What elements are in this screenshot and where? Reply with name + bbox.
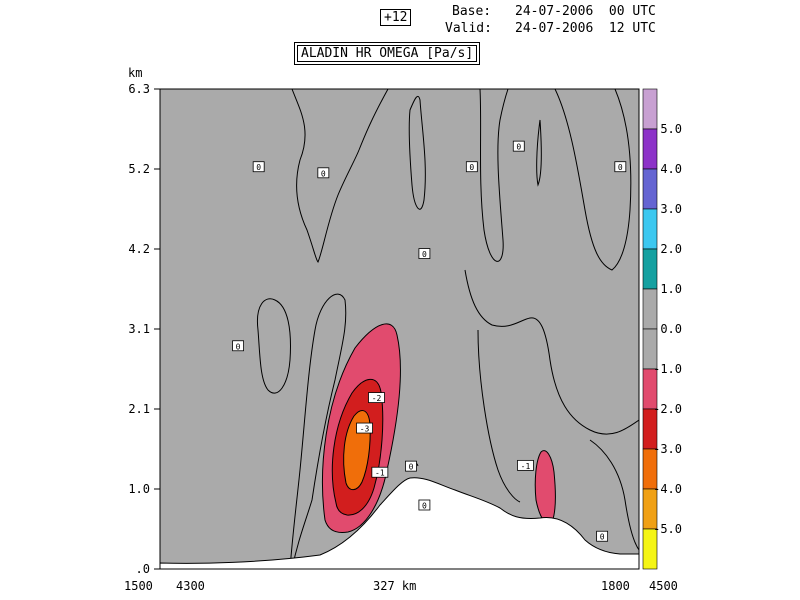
colorbar-label: 2.0: [660, 242, 682, 256]
contour-label-box: [465, 161, 478, 173]
contour-label: 0: [596, 530, 609, 542]
contour-label-text: -1: [375, 469, 385, 478]
colorbar-labels: 5.0 4.0 3.0 2.0 1.0 0.0 -1.0 -2.0 -3.0 -4.0 -5.0: [653, 122, 682, 536]
contour-label: 0: [232, 340, 244, 352]
y-axis-tick-labels: .0 1.0 2.1 3.1 4.2 5.2 6.3: [128, 82, 150, 576]
zero-contour-right-column: [479, 89, 509, 262]
base-value: 24-07-2006 00 UTC: [515, 4, 656, 19]
y-tick-label: 6.3: [128, 82, 150, 96]
colorbar-label: 4.0: [660, 162, 682, 176]
colorbar-label: -1.0: [653, 362, 682, 376]
contour-label-box: [232, 340, 244, 352]
contour-label-text: 0: [321, 169, 326, 178]
contour-label-text: 0: [516, 143, 521, 152]
colorbar-label: -3.0: [653, 442, 682, 456]
y-tick-label: 1.0: [128, 482, 150, 496]
y-axis-unit-label: km: [128, 66, 142, 80]
colorbar: [642, 88, 658, 570]
valid-value: 24-07-2006 12 UTC: [515, 21, 656, 36]
contour-label-box: [517, 459, 534, 471]
contour-label: 0: [317, 167, 330, 179]
contour-label: 0: [418, 248, 431, 259]
zero-contour-upper-left: [291, 89, 360, 263]
zero-contour-far-right: [554, 89, 632, 271]
contour-value-labels: 0 0 0 0 0 0 0 -2 -3 -1 0 0 -1 0: [232, 140, 627, 542]
x-label-right-a: 1800: [601, 579, 630, 593]
y-tick-label: 3.1: [128, 322, 150, 336]
contour-label-text: -3: [360, 425, 370, 434]
contour-label: 0: [512, 140, 525, 152]
contour-label: -1: [517, 459, 534, 471]
plot-frame: [159, 88, 640, 570]
valid-label: Valid:: [445, 21, 492, 36]
contour-label-text: 0: [256, 163, 261, 172]
contour-label-text: 0: [600, 533, 605, 542]
contour-label-box: [418, 499, 431, 511]
x-label-center: 327 km: [373, 579, 416, 593]
x-label-left-b: 4300: [176, 579, 205, 593]
contour-label-box: [512, 140, 525, 152]
contour-label: -3: [356, 422, 373, 434]
x-label-right-b: 4500: [649, 579, 678, 593]
contour-label-text: 0: [409, 463, 414, 472]
zero-contour-thin-right: [536, 119, 542, 187]
contour-label: 0: [465, 161, 478, 173]
chart-title: ALADIN HR OMEGA [Pa/s]: [293, 42, 481, 65]
zero-contour-closed-left: [256, 298, 291, 394]
colorbar-swatch: [642, 168, 658, 210]
contour-label-box: [614, 161, 627, 173]
colorbar-label: 5.0: [660, 122, 682, 136]
colorbar-label: 0.0: [660, 322, 682, 336]
contour-label-box: [371, 466, 389, 478]
contour-label-box: [418, 248, 431, 259]
contour-label-text: 0: [618, 163, 623, 172]
x-label-left-a: 1500: [124, 579, 153, 593]
zero-contour-mid-right: [464, 269, 639, 435]
y-axis-tick-marks: [154, 88, 160, 570]
contour-label-box: [317, 167, 330, 179]
contour-label-box: [252, 161, 265, 173]
contour-label-text: 0: [422, 250, 427, 259]
contour-label-text: 0: [236, 342, 241, 351]
y-tick-label: .0: [136, 562, 150, 576]
colorbar-swatch: [642, 128, 658, 170]
colorbar-swatch: [642, 208, 658, 250]
contour-label-text: -2: [372, 394, 382, 403]
zero-contour-lower-right: [477, 329, 521, 503]
contour-label: -1: [371, 466, 389, 478]
contour-label-box: [368, 392, 385, 403]
contour-label-box: [356, 422, 373, 434]
colorbar-swatch: [642, 88, 658, 130]
contour-label-text: -1: [521, 462, 531, 471]
colorbar-label: -5.0: [653, 522, 682, 536]
base-label: Base:: [452, 4, 492, 19]
colorbar-swatch: [642, 248, 658, 290]
zero-contour-thin-column: [408, 95, 426, 210]
contour-label-box: [405, 460, 417, 472]
contour-label-text: 0: [422, 502, 427, 511]
y-tick-label: 2.1: [128, 402, 150, 416]
contour-label: 0: [405, 460, 417, 472]
terrain-mask: [160, 477, 639, 569]
zero-contour-upper-mid: [358, 89, 389, 151]
colorbar-label: 1.0: [660, 282, 682, 296]
zero-contour-right-ring: [589, 439, 639, 551]
forecast-step-label: +12: [380, 9, 412, 26]
plot-area: 0 0 0 0 0 0 0 -2 -3 -1 0 0 -1 0: [160, 89, 639, 569]
colorbar-swatch: [642, 288, 658, 330]
y-tick-label: 5.2: [128, 162, 150, 176]
contour-label: -2: [368, 392, 385, 403]
colorbar-swatch: [642, 528, 658, 570]
contour-label-box: [596, 530, 609, 542]
contour-label-text: 0: [469, 163, 474, 172]
colorbar-label: 3.0: [660, 202, 682, 216]
colorbar-label: -4.0: [653, 482, 682, 496]
contour-label: 0: [418, 499, 431, 511]
y-tick-label: 4.2: [128, 242, 150, 256]
contour-label: 0: [252, 161, 265, 173]
zero-contour-around-core: [289, 293, 347, 569]
contour-label: 0: [614, 161, 627, 173]
colorbar-label: -2.0: [653, 402, 682, 416]
